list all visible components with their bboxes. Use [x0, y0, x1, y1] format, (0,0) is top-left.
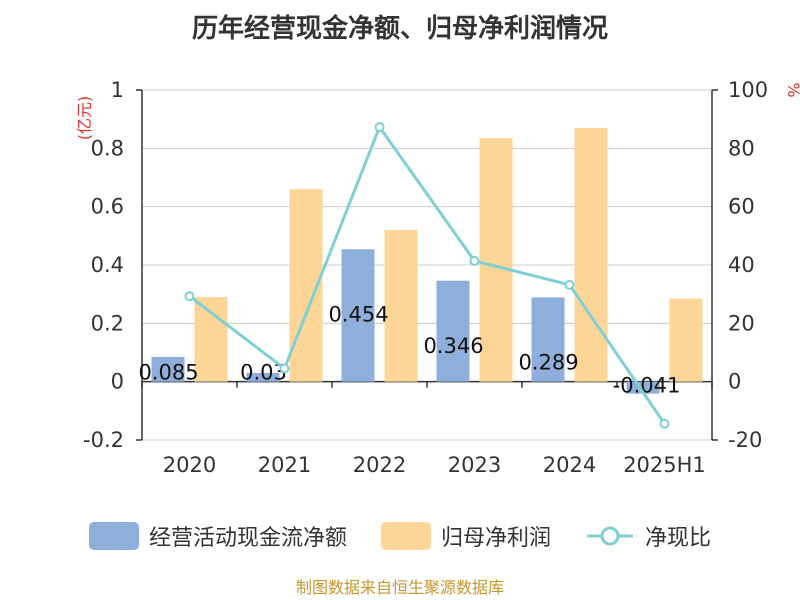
bar-cash — [246, 372, 280, 382]
legend-label-ratio: 净现比 — [645, 526, 712, 551]
point-ratio — [184, 291, 195, 302]
y-tick-label-left: 1 — [111, 78, 124, 102]
x-tick-label: 2021 — [258, 453, 311, 477]
x-tick-label: 2020 — [163, 453, 216, 477]
y-tick-label-right: 0 — [728, 370, 741, 394]
y-axis-label-right: % — [784, 82, 800, 97]
legend-item-cash[interactable]: 经营活动现金流净额 — [88, 520, 347, 552]
legend-item-ratio[interactable]: 净现比 — [585, 520, 711, 552]
line-ratio — [188, 123, 666, 425]
y-tick-label-left: 0 — [111, 370, 124, 394]
y-tick-label-right: -20 — [728, 428, 762, 452]
y-tick-label-right: 40 — [728, 253, 755, 277]
data-label-cash: 0.346 — [423, 334, 483, 358]
bar-profit — [384, 230, 418, 382]
bar-profit — [574, 127, 608, 382]
point-ratio — [374, 122, 385, 133]
y-tick-label-right: 80 — [728, 136, 755, 160]
bar-cash — [531, 297, 565, 382]
point-ratio — [279, 363, 290, 374]
legend-swatch-cash — [88, 522, 139, 550]
point-ratio — [564, 279, 575, 290]
bar-profit — [194, 297, 228, 382]
bar-cash — [341, 249, 375, 382]
legend-item-profit[interactable]: 归母净利润 — [380, 520, 551, 552]
bar-profit — [479, 138, 513, 382]
x-tick-label: 2025H1 — [623, 453, 706, 477]
data-label-cash: 0.085 — [138, 361, 198, 385]
point-ratio — [659, 418, 670, 429]
source-note: 制图数据来自恒生聚源数据库 — [295, 578, 504, 597]
x-tick-label: 2024 — [543, 453, 596, 477]
legend-label-profit: 归母净利润 — [440, 526, 551, 551]
legend: 经营活动现金流净额 归母净利润 净现比 — [0, 518, 800, 554]
y-tick-label-right: 20 — [728, 311, 755, 335]
chart-title: 历年经营现金净额、归母净利润情况 — [191, 14, 608, 44]
y-tick-label-left: 0.8 — [91, 136, 124, 160]
y-tick-label-left: 0.2 — [91, 311, 124, 335]
y-tick-label-right: 60 — [728, 195, 755, 219]
legend-label-cash: 经营活动现金流净额 — [148, 526, 347, 551]
y-tick-label-left: 0.6 — [91, 195, 124, 219]
bar-cash — [436, 280, 470, 382]
x-tick-label: 2022 — [353, 453, 406, 477]
bar-profit — [669, 298, 703, 382]
point-ratio — [469, 255, 480, 266]
x-tick-label: 2023 — [448, 453, 501, 477]
data-label-cash: -0.041 — [613, 374, 681, 398]
bar-cash — [626, 381, 660, 394]
data-label-cash: 0.454 — [328, 302, 388, 326]
y-tick-label-right: 100 — [728, 78, 768, 102]
y-tick-label-left: 0.4 — [91, 253, 124, 277]
legend-swatch-profit — [380, 522, 431, 550]
bar-cash — [151, 356, 185, 382]
data-label-cash: 0.289 — [518, 350, 578, 374]
y-axis-label-left: (亿元) — [75, 96, 94, 141]
legend-line-ratio-icon — [587, 526, 633, 546]
y-tick-label-left: -0.2 — [83, 428, 124, 452]
